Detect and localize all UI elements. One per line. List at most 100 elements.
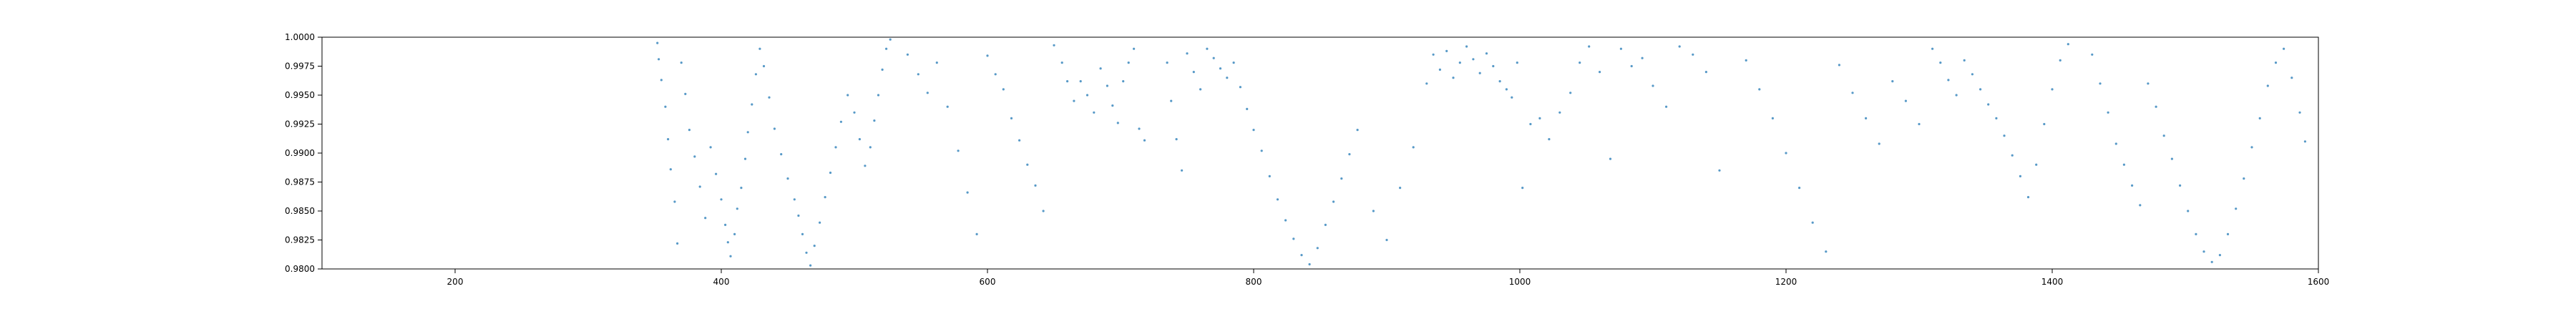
data-point xyxy=(1758,88,1761,91)
data-point xyxy=(768,96,771,99)
data-point xyxy=(736,207,738,210)
data-point xyxy=(1010,117,1013,119)
data-point xyxy=(1878,142,1880,145)
data-point xyxy=(1276,198,1279,201)
x-tick-label: 200 xyxy=(447,277,464,287)
data-point xyxy=(1246,107,1249,110)
data-point xyxy=(1166,62,1169,64)
data-point xyxy=(2011,154,2014,157)
x-tick-label: 1000 xyxy=(1509,277,1531,287)
data-point xyxy=(786,177,789,180)
data-point xyxy=(1704,71,1707,74)
data-point xyxy=(858,138,861,141)
data-point xyxy=(1106,84,1108,87)
data-point xyxy=(2235,207,2238,210)
data-point xyxy=(1199,88,1202,91)
data-point xyxy=(1692,53,1694,56)
data-point xyxy=(1170,99,1173,102)
data-point xyxy=(1979,88,1982,91)
data-point xyxy=(829,171,832,175)
data-point xyxy=(2147,82,2150,85)
data-point xyxy=(1232,62,1235,64)
data-point xyxy=(754,73,757,76)
data-point xyxy=(1851,92,1854,94)
data-point xyxy=(1599,71,1601,74)
data-point xyxy=(1579,62,1581,64)
data-point xyxy=(1771,117,1774,119)
data-point xyxy=(2162,134,2165,137)
data-point xyxy=(819,221,821,224)
data-point xyxy=(1116,122,1119,124)
data-point xyxy=(797,214,800,217)
data-point xyxy=(1332,200,1335,203)
data-point xyxy=(1718,169,1721,172)
data-point xyxy=(1588,45,1591,48)
data-point xyxy=(2218,254,2221,257)
data-point xyxy=(1099,67,1102,70)
data-point xyxy=(743,157,747,160)
data-point xyxy=(1987,103,1990,106)
data-point xyxy=(1143,139,1146,142)
data-point xyxy=(813,245,816,247)
x-tick-label: 800 xyxy=(1246,277,1262,287)
data-point xyxy=(2099,82,2102,85)
x-tick-label: 1200 xyxy=(1775,277,1797,287)
data-point xyxy=(1192,71,1195,74)
data-point xyxy=(1521,187,1524,190)
data-point xyxy=(1538,117,1541,119)
data-point xyxy=(1931,47,1934,50)
data-point xyxy=(1825,250,1828,253)
data-point xyxy=(1186,52,1189,55)
data-point xyxy=(2003,134,2006,137)
x-axis-ticks: 200 400 600 800 1000 1200 1400 1600 xyxy=(447,269,2329,287)
data-point xyxy=(2107,111,2109,114)
data-point xyxy=(966,191,969,194)
data-point xyxy=(740,187,743,190)
data-point xyxy=(994,73,997,76)
data-point xyxy=(1438,68,1441,71)
data-point xyxy=(1505,88,1508,91)
data-point xyxy=(1239,86,1241,89)
data-point xyxy=(1865,117,1868,119)
y-tick-label: 0.9925 xyxy=(285,119,315,129)
data-point xyxy=(680,62,683,64)
x-tick-label: 400 xyxy=(713,277,730,287)
data-point xyxy=(1316,247,1319,250)
data-point xyxy=(1918,122,1921,126)
data-point xyxy=(2202,250,2205,253)
data-point xyxy=(1445,49,1448,52)
data-point xyxy=(2051,88,2054,91)
data-point xyxy=(926,92,929,94)
data-point xyxy=(975,232,978,235)
data-point xyxy=(885,47,888,50)
data-point xyxy=(724,223,727,226)
data-point xyxy=(746,131,749,134)
data-point xyxy=(1745,59,1747,62)
data-point xyxy=(2043,122,2046,126)
data-point xyxy=(688,129,691,132)
data-point xyxy=(698,185,701,188)
data-point xyxy=(709,146,712,149)
data-point xyxy=(1181,169,1184,172)
data-point xyxy=(704,217,707,220)
data-point xyxy=(1372,210,1375,212)
data-point xyxy=(2091,53,2094,56)
data-point xyxy=(873,119,876,122)
data-point xyxy=(1558,111,1561,114)
y-tick-label: 0.9900 xyxy=(285,148,315,158)
data-point xyxy=(1609,157,1612,160)
data-point xyxy=(2019,175,2021,177)
data-point xyxy=(1630,64,1633,68)
data-point xyxy=(864,165,867,167)
y-tick-label: 0.9975 xyxy=(285,62,315,72)
data-point xyxy=(824,196,826,199)
y-tick-label: 0.9875 xyxy=(285,177,315,187)
data-point xyxy=(1348,153,1351,156)
scatter-points xyxy=(656,38,2306,267)
data-point xyxy=(656,41,659,44)
data-point xyxy=(693,155,696,158)
data-point xyxy=(853,111,856,114)
data-point xyxy=(2195,232,2197,235)
data-point xyxy=(801,232,804,235)
